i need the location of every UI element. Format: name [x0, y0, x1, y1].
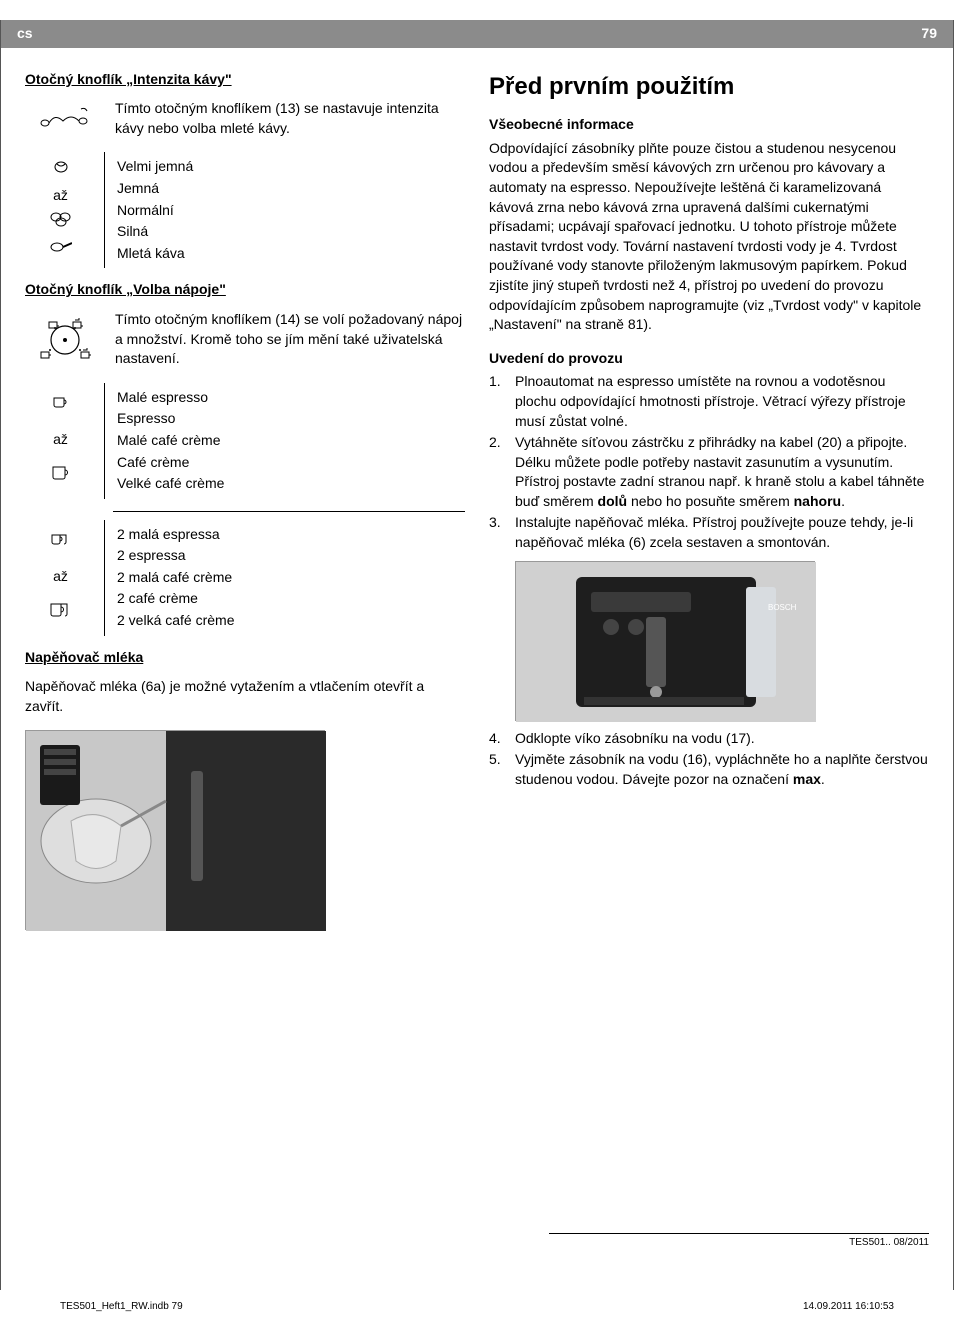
step-item: 4. Odklopte víko zásobníku na vodu (17). — [489, 729, 929, 749]
drink-label: Café crème — [117, 452, 465, 474]
double-large-cup-icon — [49, 602, 73, 624]
step-text: Vyjměte zásobník na vodu (16), vypláchně… — [515, 750, 929, 789]
frother-title: Napěňovač mléka — [25, 648, 465, 668]
drink-label: Espresso — [117, 408, 465, 430]
drink-label: 2 velká café crème — [117, 610, 465, 632]
intensity-label: Jemná — [117, 178, 465, 200]
step-text: Instalujte napěňovač mléka. Přístroj pou… — [515, 513, 929, 552]
section-intensity-title: Otočný knoflík „Intenzita kávy" — [25, 70, 465, 90]
drink-label: 2 malá espressa — [117, 524, 465, 546]
drink-intro: Tímto otočným knoflíkem (14) se volí pož… — [25, 310, 465, 369]
drink-label: 2 café crème — [117, 588, 465, 610]
intensity-intro-text: Tímto otočným knoflíkem (13) se nastavuj… — [115, 99, 465, 138]
footer-timestamp: 14.09.2011 16:10:53 — [803, 1300, 894, 1314]
intensity-label: Normální — [117, 200, 465, 222]
drink-label: 2 malá café crème — [117, 567, 465, 589]
svg-text:BOSCH: BOSCH — [768, 603, 797, 612]
lang-code: cs — [17, 24, 33, 44]
bean-single-icon — [53, 159, 69, 181]
startup-steps-cont: 4. Odklopte víko zásobníku na vodu (17).… — [489, 729, 929, 790]
left-column: Otočný knoflík „Intenzita kávy" Tímto ot… — [25, 70, 465, 931]
step-item: 3. Instalujte napěňovač mléka. Přístroj … — [489, 513, 929, 552]
step-item: 2. Vytáhněte síťovou zástrčku z přihrádk… — [489, 433, 929, 511]
content-columns: Otočný knoflík „Intenzita kávy" Tímto ot… — [1, 70, 953, 931]
intensity-intro: Tímto otočným knoflíkem (13) se nastavuj… — [25, 99, 465, 138]
page-number: 79 — [921, 24, 937, 44]
double-small-cup-icon — [50, 531, 72, 552]
step-item: 1. Plnoautomat na espresso umístěte na r… — [489, 372, 929, 431]
step-text: Vytáhněte síťovou zástrčku z přihrádky n… — [515, 433, 929, 511]
bean-triple-icon — [50, 211, 72, 234]
bottom-footer: TES501_Heft1_RW.indb 79 14.09.2011 16:10… — [0, 1290, 954, 1314]
intensity-label: Mletá káva — [117, 243, 465, 265]
drinks2-middle: až — [53, 567, 68, 587]
step-num: 1. — [489, 372, 515, 431]
general-info-heading: Všeobecné informace — [489, 115, 929, 135]
table-divider — [113, 511, 465, 512]
step-num: 5. — [489, 750, 515, 789]
intensity-table: až Velmi jemná Jemná Normální Silná Mlet… — [25, 152, 465, 268]
drinks1-labels-col: Malé espresso Espresso Malé café crème C… — [105, 383, 465, 499]
frother-text: Napěňovač mléka (6a) je možné vytažením … — [25, 677, 465, 716]
header-bar: cs 79 — [1, 20, 953, 48]
step-text: Odklopte víko zásobníku na vodu (17). — [515, 729, 929, 749]
large-cup-icon — [51, 465, 71, 487]
step-num: 3. — [489, 513, 515, 552]
section-drink-title: Otočný knoflík „Volba nápoje" — [25, 280, 465, 300]
drinks2-icons-col: až — [25, 520, 105, 636]
footer-model: TES501.. 08/2011 — [549, 1233, 929, 1250]
drink-label: Malé espresso — [117, 387, 465, 409]
frother-image — [25, 730, 325, 930]
page-container: cs 79 Otočný knoflík „Intenzita kávy" Tí… — [0, 20, 954, 1290]
drink-intro-text: Tímto otočným knoflíkem (14) se volí pož… — [115, 310, 465, 369]
small-cup-icon — [52, 394, 70, 415]
drink-label: 2 espressa — [117, 545, 465, 567]
drinks1-table: až Malé espresso Espresso Malé café crèm… — [25, 383, 465, 499]
step-text: Plnoautomat na espresso umístěte na rovn… — [515, 372, 929, 431]
drink-label: Velké café crème — [117, 473, 465, 495]
intensity-middle: až — [53, 186, 68, 206]
drink-knob-icon — [25, 310, 105, 369]
machine-image: BOSCH — [515, 561, 815, 721]
intensity-dial-icon — [25, 99, 105, 138]
intensity-label: Velmi jemná — [117, 156, 465, 178]
right-column: Před prvním použitím Všeobecné informace… — [489, 70, 929, 931]
general-info-text: Odpovídající zásobníky plňte pouze čisto… — [489, 139, 929, 335]
drink-label: Malé café crème — [117, 430, 465, 452]
step-num: 4. — [489, 729, 515, 749]
intensity-icons-col: až — [25, 152, 105, 268]
intensity-labels-col: Velmi jemná Jemná Normální Silná Mletá k… — [105, 152, 465, 268]
drinks2-labels-col: 2 malá espressa 2 espressa 2 malá café c… — [105, 520, 465, 636]
startup-steps: 1. Plnoautomat na espresso umístěte na r… — [489, 372, 929, 552]
startup-heading: Uvedení do provozu — [489, 349, 929, 369]
drinks1-icons-col: až — [25, 383, 105, 499]
intensity-label: Silná — [117, 221, 465, 243]
step-item: 5. Vyjměte zásobník na vodu (16), vyplác… — [489, 750, 929, 789]
drinks2-table: až 2 malá espressa 2 espressa 2 malá caf… — [25, 520, 465, 636]
step-num: 2. — [489, 433, 515, 511]
drinks1-middle: až — [53, 430, 68, 450]
scoop-icon — [50, 239, 72, 261]
main-heading: Před prvním použitím — [489, 70, 929, 104]
footer-file: TES501_Heft1_RW.indb 79 — [60, 1300, 183, 1314]
